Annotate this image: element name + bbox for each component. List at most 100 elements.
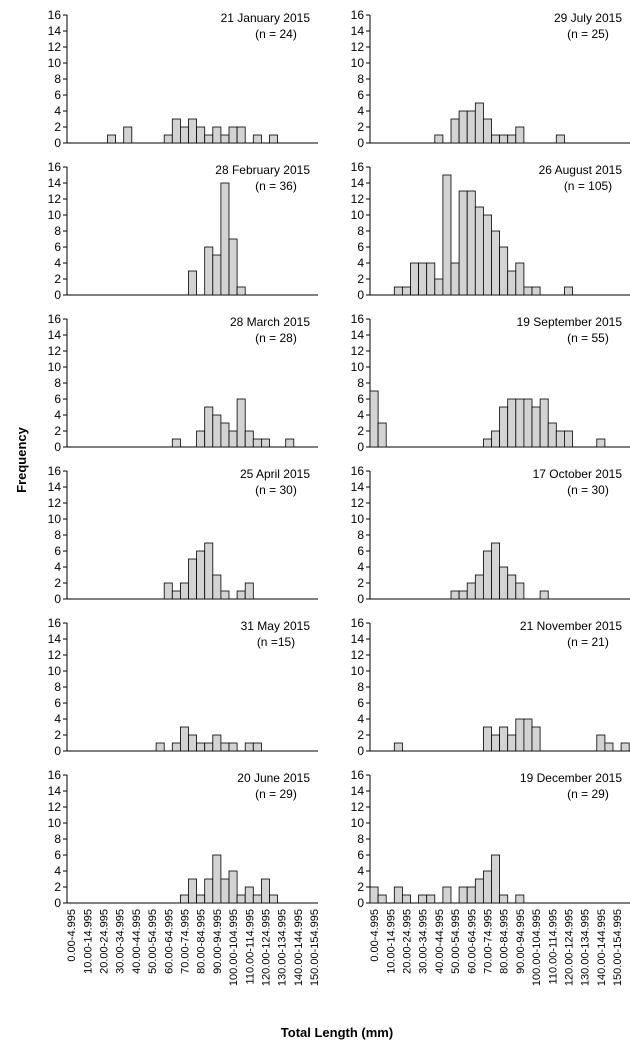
histogram-bar <box>523 718 533 752</box>
histogram-bar <box>155 742 165 752</box>
histogram-bar <box>393 742 403 752</box>
panel-n-label: (n = 105) <box>564 179 612 193</box>
y-axis-label: Frequency <box>14 426 29 493</box>
panel-n-label: (n = 55) <box>567 331 609 345</box>
histogram-bar <box>499 894 509 904</box>
y-tick-label: 8 <box>54 832 61 846</box>
x-tick-label: 150.00-154.995 <box>309 909 321 986</box>
y-tick-label: 6 <box>54 392 61 406</box>
histogram-bar <box>188 270 198 296</box>
y-tick-label: 8 <box>54 72 61 86</box>
histogram-bar <box>491 230 501 296</box>
histogram-bar <box>507 574 517 600</box>
y-tick-label: 4 <box>54 560 61 574</box>
histogram-bar <box>466 582 476 600</box>
y-tick-label: 12 <box>48 344 62 358</box>
histogram-bar <box>228 742 238 752</box>
y-tick-label: 4 <box>357 256 364 270</box>
y-tick-label: 10 <box>48 512 62 526</box>
histogram-bar <box>596 438 606 448</box>
histogram-bar <box>564 286 573 296</box>
panel-n-label: (n = 30) <box>567 483 609 497</box>
histogram-bar <box>596 734 606 752</box>
histogram-bar <box>179 726 189 752</box>
y-tick-label: 16 <box>351 160 365 174</box>
y-tick-label: 4 <box>357 408 364 422</box>
histogram-bar <box>171 742 181 752</box>
histogram-bar <box>620 742 630 752</box>
histogram-bar <box>212 414 222 448</box>
y-tick-label: 4 <box>54 104 61 118</box>
x-tick-label: 140.00-144.995 <box>293 909 305 986</box>
histogram-bar <box>458 886 468 904</box>
histogram-bar <box>482 438 492 448</box>
histogram-bar <box>515 582 525 600</box>
y-tick-label: 0 <box>54 288 61 302</box>
y-tick-label: 14 <box>351 328 365 342</box>
histogram-bar <box>171 118 181 144</box>
y-tick-label: 8 <box>54 528 61 542</box>
histogram-bar <box>466 190 476 296</box>
y-tick-label: 12 <box>351 800 365 814</box>
y-tick-label: 2 <box>54 576 61 590</box>
histogram-bar <box>418 262 428 296</box>
histogram-bar <box>531 726 541 752</box>
histogram-panel: 0 2 4 6 8 10 12 14 16 17 October 2015 (n = 30) <box>351 464 630 606</box>
histogram-bar <box>188 558 198 600</box>
x-tick-label: 40.00-44.995 <box>434 909 446 974</box>
y-tick-label: 10 <box>48 56 62 70</box>
y-tick-label: 10 <box>351 208 365 222</box>
histogram-bar <box>252 134 262 144</box>
histogram-panel: 0 2 4 6 8 10 12 14 16 19 December 2015 (n = 29) <box>351 768 630 910</box>
panel-title: 29 July 2015 <box>554 11 622 25</box>
y-tick-label: 14 <box>48 480 62 494</box>
y-tick-label: 2 <box>357 576 364 590</box>
histogram-bar <box>107 134 117 144</box>
y-tick-label: 6 <box>54 88 61 102</box>
y-tick-label: 16 <box>48 768 62 782</box>
x-tick-label: 60.00-64.995 <box>163 909 175 974</box>
y-tick-label: 10 <box>48 208 62 222</box>
histogram-bar <box>196 894 206 904</box>
x-tick-label: 10.00-14.995 <box>385 909 397 974</box>
histogram-bar <box>269 134 279 144</box>
y-tick-label: 6 <box>54 848 61 862</box>
y-tick-label: 14 <box>48 24 62 38</box>
y-tick-label: 8 <box>54 680 61 694</box>
y-tick-label: 6 <box>54 544 61 558</box>
histogram-panel: 0 2 4 6 8 10 12 14 16 28 March 2015 (n = 28) <box>48 312 318 454</box>
y-tick-label: 4 <box>357 864 364 878</box>
histogram-bar <box>539 398 549 448</box>
x-tick-label: 130.00-134.995 <box>277 909 289 986</box>
y-tick-label: 2 <box>54 880 61 894</box>
histogram-bar <box>196 126 206 144</box>
histogram-bar <box>450 262 460 296</box>
histogram-bar <box>212 574 222 600</box>
x-tick-label: 0.00-4.995 <box>369 909 381 962</box>
histogram-bar <box>220 742 230 752</box>
histogram-bar <box>491 854 501 904</box>
histogram-bar <box>507 134 517 144</box>
histogram-bar <box>604 742 614 752</box>
y-tick-label: 12 <box>48 648 62 662</box>
y-tick-label: 0 <box>54 440 61 454</box>
histogram-bar <box>212 254 222 296</box>
y-tick-label: 10 <box>351 664 365 678</box>
histogram-bar <box>539 590 549 600</box>
y-tick-label: 4 <box>357 560 364 574</box>
histogram-bar <box>401 894 411 904</box>
y-tick-label: 0 <box>54 136 61 150</box>
histogram-bar <box>260 878 270 904</box>
histogram-bar <box>212 126 222 144</box>
y-tick-label: 16 <box>351 464 365 478</box>
histogram-panel: 0 2 4 6 8 10 12 14 16 19 September 2015 (n = 55) <box>351 312 630 454</box>
panel-grid: 0 2 4 6 8 10 12 14 16 21 January 2015 (n = 24) 0 2 4 6… <box>48 8 630 986</box>
histogram-bar <box>212 734 222 752</box>
histogram-bar <box>474 574 484 600</box>
histogram-bar <box>236 894 246 904</box>
panel-title: 17 October 2015 <box>533 467 623 481</box>
histogram-bar <box>393 286 403 296</box>
y-tick-label: 6 <box>357 392 364 406</box>
y-tick-label: 16 <box>351 768 365 782</box>
histogram-bar <box>204 246 214 296</box>
